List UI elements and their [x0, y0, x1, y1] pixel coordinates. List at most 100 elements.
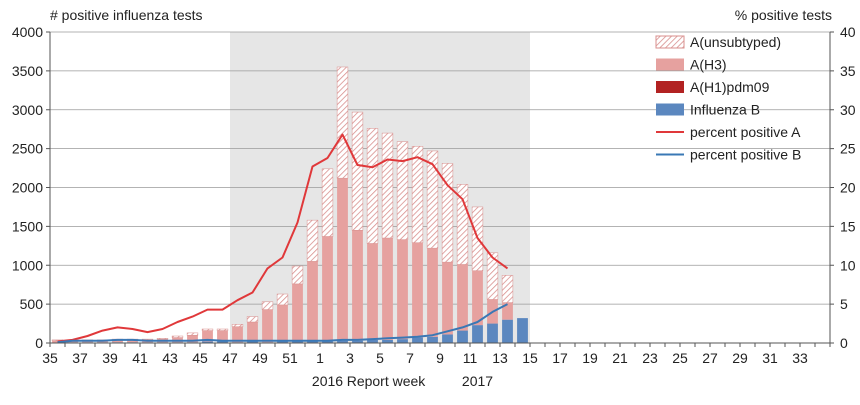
y-left-tick-label: 3000 [12, 102, 43, 118]
bar [501, 275, 514, 303]
x-tick-label: 13 [492, 350, 508, 366]
x-tick-label: 25 [672, 350, 688, 366]
y-left-tick-label: 2500 [12, 141, 43, 157]
legend-label: percent positive A [690, 124, 801, 140]
bar [112, 339, 123, 343]
bar [366, 128, 379, 244]
x-tick-label: 9 [436, 350, 444, 366]
bar [306, 219, 319, 262]
y-right-tick-label: 30 [840, 102, 856, 118]
bar [427, 248, 438, 337]
bar [472, 270, 483, 326]
y-right-tick-label: 5 [840, 296, 848, 312]
bar [276, 293, 289, 306]
bar [247, 341, 258, 343]
y-right-tick-label: 20 [840, 180, 856, 196]
x-tick-label: 39 [102, 350, 118, 366]
y-axis-right-title: % positive tests [735, 7, 832, 23]
bar [367, 339, 378, 343]
x-tick-label: 27 [702, 350, 718, 366]
bar [247, 322, 258, 342]
bar [396, 141, 409, 240]
bar [337, 178, 348, 341]
x-tick-label: 19 [582, 350, 598, 366]
bar [307, 261, 318, 342]
bar [397, 339, 408, 343]
bar [337, 340, 348, 343]
bar [457, 264, 468, 331]
bar [487, 323, 498, 343]
bar [352, 340, 363, 343]
bar [217, 341, 228, 343]
x-tick-label: 15 [522, 350, 538, 366]
x-tick-label: 47 [222, 350, 238, 366]
x-axis-title: Report week [347, 373, 427, 389]
x-tick-label: 11 [463, 350, 478, 366]
bar [412, 337, 423, 343]
bar [201, 328, 214, 331]
y-right-tick-label: 15 [840, 218, 856, 234]
bar [127, 339, 138, 343]
y-left-tick-label: 2000 [12, 180, 43, 196]
x-tick-label: 37 [72, 350, 88, 366]
bar [232, 326, 243, 343]
y-left-tick-label: 1500 [12, 218, 43, 234]
year-label: 2016 [312, 373, 343, 389]
bar [277, 304, 288, 342]
line-percent-positive-b [57, 303, 508, 344]
bar [291, 265, 304, 285]
bar [502, 319, 513, 343]
legend-swatch [655, 35, 685, 49]
bar [456, 184, 469, 265]
bar [262, 309, 273, 343]
bar [517, 318, 528, 343]
bar [442, 262, 453, 335]
line-percent-positive-a [57, 133, 509, 343]
legend-label: A(H3) [690, 57, 727, 73]
x-tick-label: 21 [612, 350, 628, 366]
y-right-tick-label: 25 [840, 141, 856, 157]
x-tick-label: 31 [762, 350, 778, 366]
bar [292, 341, 303, 343]
x-tick-label: 35 [42, 350, 58, 366]
x-tick-label: 49 [252, 350, 268, 366]
bar [187, 335, 198, 343]
legend-label: A(H1)pdm09 [690, 79, 770, 95]
x-tick-label: 29 [732, 350, 748, 366]
bar [322, 236, 333, 342]
bar [277, 341, 288, 343]
bar [171, 335, 184, 338]
x-tick-label: 43 [162, 350, 178, 366]
x-tick-label: 1 [316, 350, 324, 366]
bar [352, 230, 363, 341]
y-right-tick-label: 35 [840, 63, 856, 79]
x-tick-label: 3 [346, 350, 354, 366]
legend-label: Influenza B [690, 102, 760, 118]
y-right-tick-label: 10 [840, 257, 856, 273]
bar [351, 111, 364, 231]
bar [442, 334, 453, 343]
legend-label: A(unsubtyped) [690, 34, 781, 50]
bar [292, 283, 303, 342]
bar [336, 66, 349, 179]
bar [156, 338, 169, 340]
x-tick-label: 23 [642, 350, 658, 366]
y-left-tick-label: 3500 [12, 63, 43, 79]
bar [307, 341, 318, 343]
legend-swatch [656, 58, 684, 71]
bar [382, 339, 393, 343]
bar [321, 168, 334, 237]
y-right-tick-label: 0 [840, 335, 848, 351]
bar [411, 146, 424, 243]
bar [202, 330, 213, 342]
bar [322, 341, 333, 343]
bar [441, 163, 454, 263]
bar [382, 238, 393, 340]
bar [216, 328, 229, 331]
legend-swatch [656, 103, 684, 116]
bar [246, 316, 259, 323]
x-tick-label: 51 [282, 350, 298, 366]
legend-swatch [656, 81, 684, 93]
